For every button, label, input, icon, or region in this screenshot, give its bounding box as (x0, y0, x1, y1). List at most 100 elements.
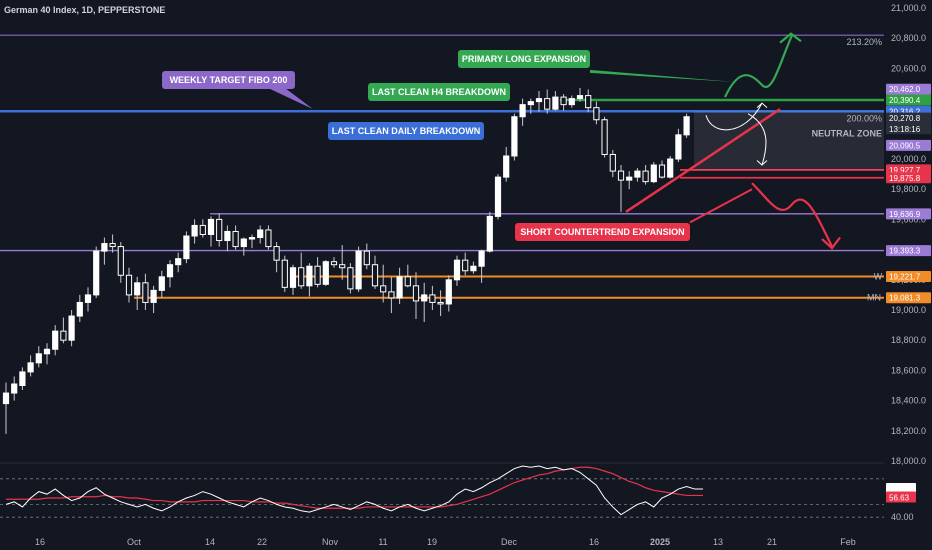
candle-bear (601, 119, 608, 155)
x-tick-label: 14 (205, 537, 215, 547)
long-expansion-path (724, 34, 794, 98)
annotations: WEEKLY TARGET FIBO 200 LAST CLEAN H4 BREA… (162, 32, 841, 250)
candle-bull (93, 250, 100, 296)
y-tick-label: 20,600.0 (891, 63, 926, 73)
candle-bull (519, 104, 526, 118)
candle-bear (232, 230, 239, 248)
candle-bear (371, 264, 379, 287)
y-tick-label: 20,800.0 (891, 33, 926, 43)
candle-bear (462, 259, 469, 272)
short-expansion-arrow (821, 236, 841, 250)
callout-box-short (515, 223, 690, 241)
x-tick-label: 13 (713, 537, 723, 547)
candle-bull (191, 224, 198, 237)
candle-bear (281, 259, 288, 288)
callout-box-daily (328, 122, 484, 140)
candle-bull (76, 301, 83, 317)
x-tick-label: 19 (427, 537, 437, 547)
candle-bull (650, 164, 657, 183)
y-tick-label: 21,000.0 (891, 3, 926, 13)
candle-bull (527, 101, 534, 106)
candle-bull (445, 279, 452, 305)
candle-bull (68, 315, 75, 341)
price-tag-label: 19,221.7 (889, 273, 921, 282)
x-tick-label: 21 (767, 537, 777, 547)
price-tag-label: 19,393.3 (889, 247, 921, 256)
price-tag (886, 123, 931, 135)
price-axis: 21,000.020,800.020,600.020,400.020,200.0… (886, 3, 931, 522)
candle-bull (27, 362, 34, 373)
rsi-value-tag (886, 483, 916, 495)
x-tick-label: 22 (257, 537, 267, 547)
candle-bear (60, 330, 67, 341)
candle-bull (634, 170, 641, 178)
neutral-down-path (747, 113, 767, 166)
fibo-200-label: 200.00% (846, 113, 882, 123)
candle-bear (429, 294, 436, 303)
callout-label-h4: LAST CLEAN H4 BREAKDOWN (372, 87, 506, 97)
candle-bear (658, 164, 666, 178)
rsi-panel (0, 465, 884, 518)
long-expansion-arrow (779, 32, 802, 44)
candle-bull (535, 98, 543, 103)
candle-bull (101, 243, 108, 252)
candle-bear (117, 246, 124, 276)
price-tag-label: 19,875.8 (889, 174, 921, 183)
candle-bull (396, 276, 403, 299)
price-tag (886, 112, 931, 124)
candle-bear (593, 107, 600, 121)
candle-bull (511, 116, 518, 157)
candle-bear (125, 274, 133, 296)
y-tick-label: 19,800.0 (891, 184, 926, 194)
fibo-213-label: 213.20% (846, 37, 882, 47)
candle-bear (609, 153, 616, 172)
callout-label-short: SHORT COUNTERTREND EXPANSION (520, 227, 684, 237)
callout-label-primary: PRIMARY LONG EXPANSION (462, 54, 586, 64)
rsi-line (5, 465, 703, 516)
callout-label-daily: LAST CLEAN DAILY BREAKDOWN (332, 126, 481, 136)
x-tick-label: 11 (378, 537, 387, 547)
candle-bear (585, 95, 592, 109)
neutral-down-arrow (756, 160, 768, 166)
x-tick-label: Nov (322, 537, 339, 547)
candle-bear (388, 291, 395, 299)
price-tag-label: 13:18:16 (889, 125, 921, 134)
candle-bull (552, 96, 559, 110)
x-tick-label: Oct (127, 537, 142, 547)
x-tick-label: Feb (840, 537, 856, 547)
neutral-up-path (705, 102, 763, 131)
candle-bull (322, 261, 329, 285)
price-tag-label: 19,636.9 (889, 210, 921, 219)
candle-bull (166, 264, 174, 278)
candle-bull (207, 218, 215, 235)
candle-bear (109, 243, 116, 248)
callout-label-weekly: WEEKLY TARGET FIBO 200 (170, 75, 288, 85)
price-tag-label: 20,462.0 (889, 85, 921, 94)
candle-bear (339, 264, 346, 269)
x-tick-label: 16 (589, 537, 599, 547)
price-tag-label: 20,390.4 (889, 96, 921, 105)
candle-bull (150, 289, 157, 303)
candle-bull (503, 155, 510, 178)
candle-bear (142, 282, 149, 303)
rsi-ma-line (6, 466, 703, 509)
candle-bull (626, 176, 633, 181)
candle-bull (158, 276, 165, 291)
price-tag-label: 20,090.5 (889, 141, 921, 150)
candle-bull (568, 98, 575, 106)
candle-bear (380, 285, 387, 293)
neutral-zone: NEUTRAL ZONE 200.00% (694, 111, 884, 170)
candle-bull (675, 134, 682, 160)
candle-bull (576, 95, 584, 100)
y-tick-label: 18,800.0 (891, 335, 926, 345)
candle-bear (412, 285, 420, 302)
price-tag (886, 271, 931, 283)
chart-title: German 40 Index, 1D, PEPPERSTONE (4, 5, 165, 15)
price-tag (886, 292, 931, 304)
price-tag (886, 172, 931, 184)
candle-bear (363, 250, 370, 266)
candle-bear (330, 261, 338, 266)
candle-bull (478, 250, 485, 267)
